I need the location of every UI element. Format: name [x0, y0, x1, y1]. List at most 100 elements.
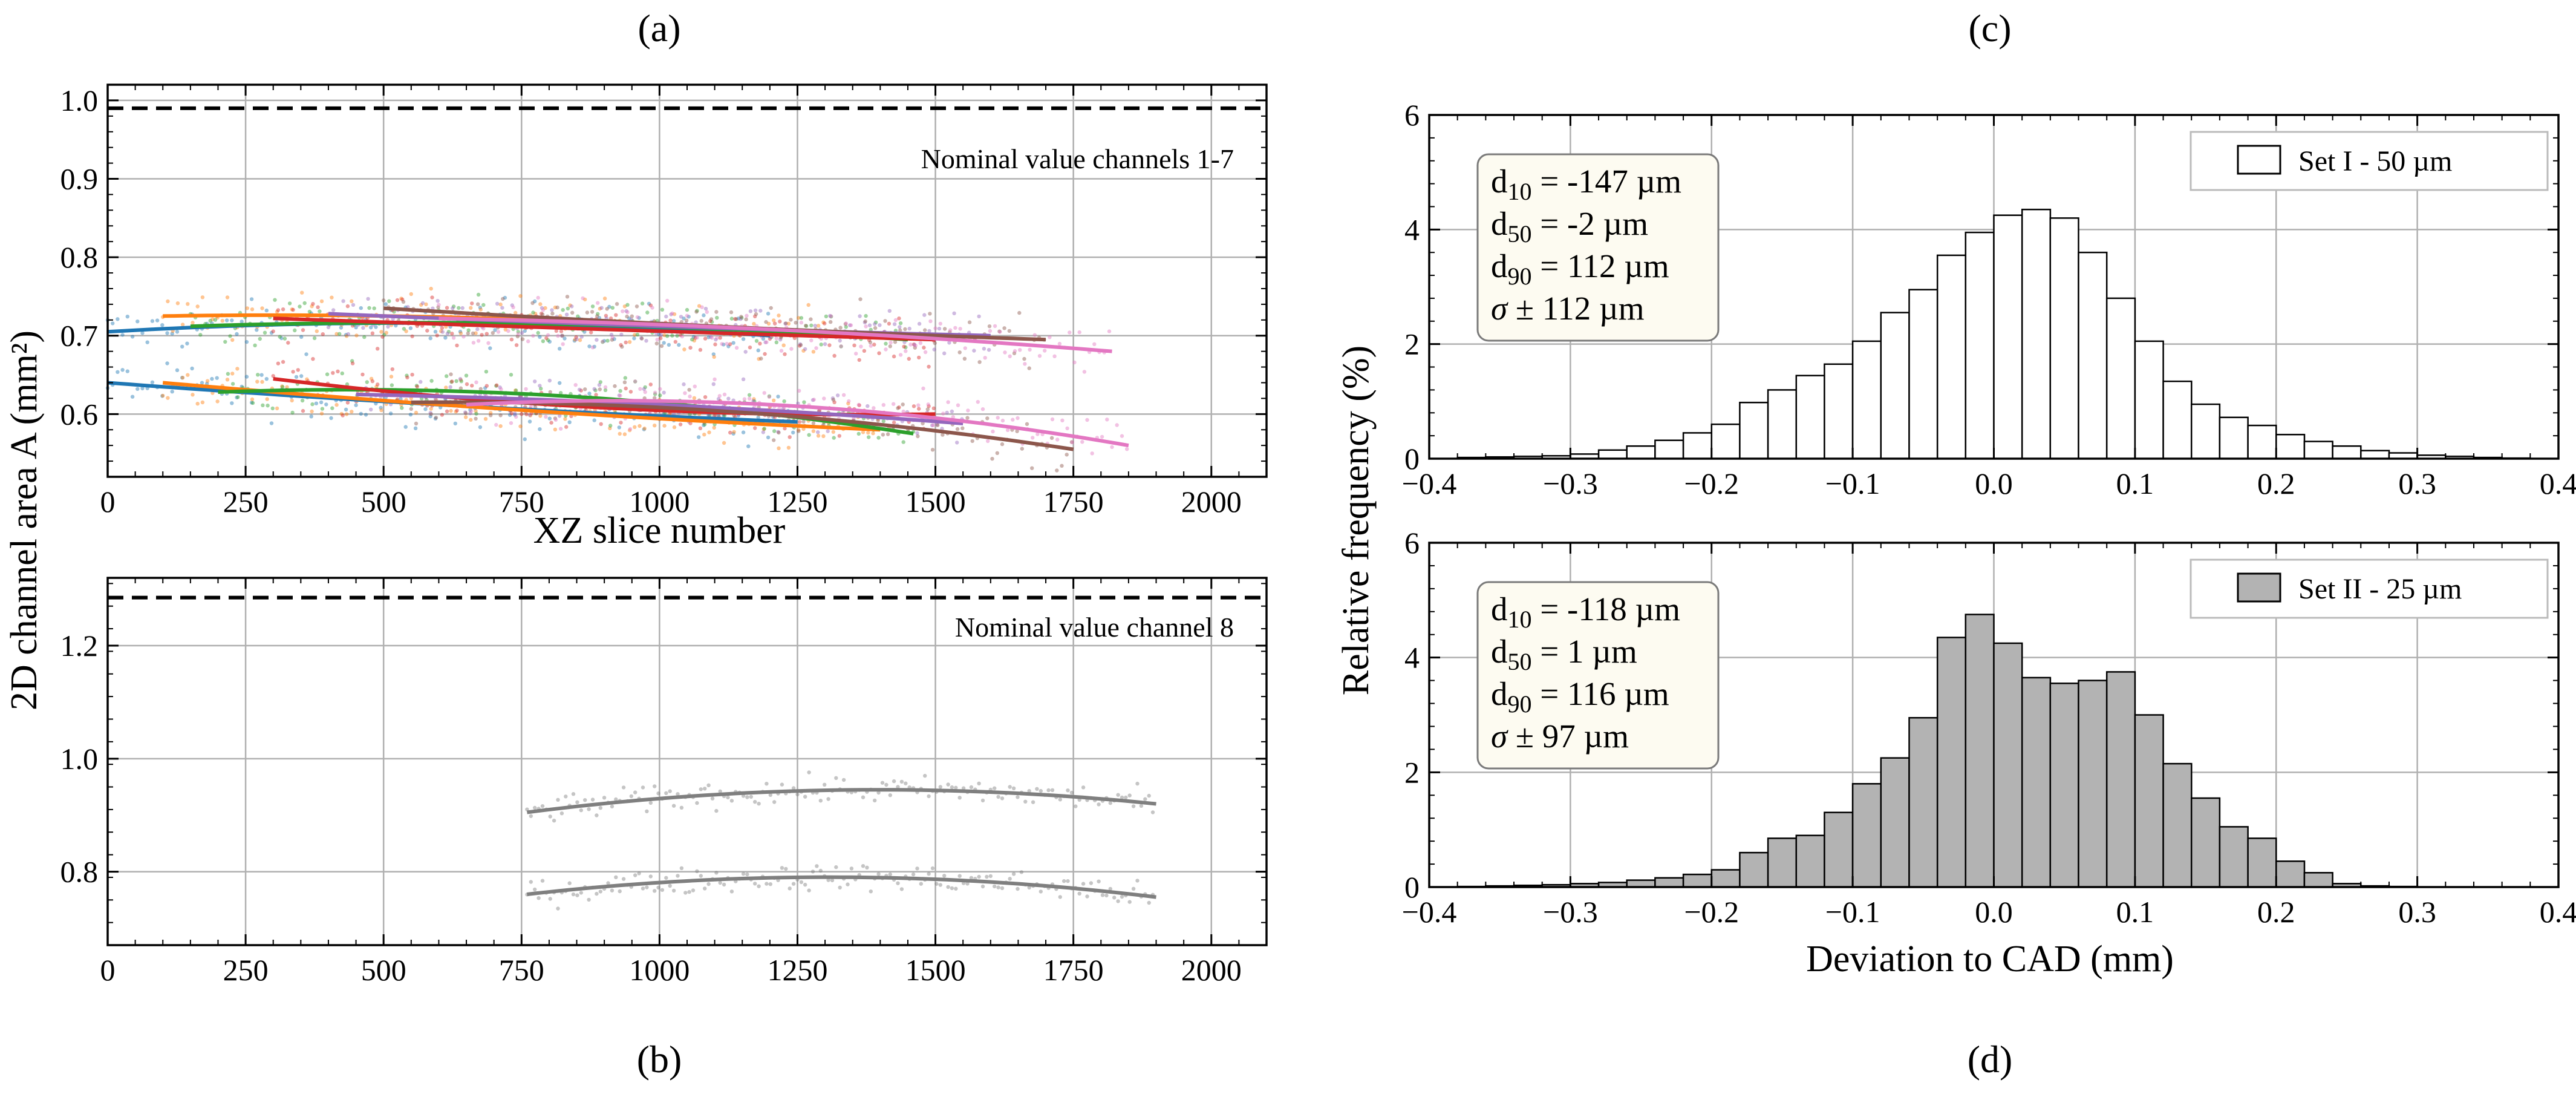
channel-6-lower-point	[622, 380, 627, 384]
channel-2-lower-point	[712, 425, 716, 430]
channel-5-upper-point	[912, 342, 917, 347]
channel-8-upper-point	[590, 798, 595, 802]
channel-1-upper-point	[145, 340, 149, 344]
channel-8-upper-point	[993, 786, 997, 790]
channel-6-upper-point	[829, 319, 833, 324]
channel-5-upper-point	[669, 312, 673, 316]
channel-2-lower-point	[379, 408, 383, 413]
channel-5-lower-point	[597, 383, 602, 387]
channel-4-lower-point	[579, 388, 583, 393]
channel-6-upper-point	[634, 304, 639, 309]
channel-2-lower-point	[622, 432, 627, 436]
channel-8-lower-point	[614, 875, 618, 880]
channel-1-upper-point	[224, 318, 229, 323]
channel-4-upper-point	[887, 321, 892, 326]
histogram-bar	[2190, 403, 2221, 460]
channel-1-upper-point	[125, 315, 129, 319]
channel-1-lower-point	[116, 370, 120, 374]
channel-2-upper-point	[379, 330, 383, 334]
channel-4-lower-point	[276, 361, 281, 365]
channel-7-upper-point	[476, 339, 481, 343]
channel-8-upper-point	[633, 790, 637, 794]
channel-2-lower-point	[350, 410, 354, 414]
channel-1-upper-point	[756, 348, 760, 353]
channel-3-upper-point	[754, 339, 759, 343]
channel-4-upper-point	[430, 295, 434, 300]
channel-8-lower-point	[830, 878, 835, 883]
channel-7-upper-point	[1037, 354, 1042, 358]
channel-1-upper-point	[240, 319, 244, 324]
channel-4-lower-point	[455, 408, 459, 413]
channel-3-upper-point	[590, 304, 595, 309]
channel-1-upper-point	[706, 335, 711, 339]
channel-3-upper-point	[262, 330, 267, 335]
channel-2-upper-point	[602, 296, 607, 301]
channel-8-lower-point	[533, 887, 537, 892]
histogram-bar	[1597, 449, 1628, 460]
channel-2-lower-point	[797, 428, 801, 432]
channel-7-upper-point	[1057, 341, 1062, 346]
channel-5-upper-point	[927, 329, 931, 333]
channel-7-upper-point	[889, 341, 893, 345]
histogram-bar	[2162, 380, 2193, 460]
channel-8-upper-point	[957, 796, 962, 800]
channel-5-upper-point	[753, 308, 758, 313]
channel-3-upper-point	[293, 328, 297, 333]
channel-8-upper-point	[1069, 790, 1074, 795]
channel-8-lower-point	[691, 888, 696, 893]
channel-2-upper-point	[404, 329, 408, 333]
channel-3-lower-point	[445, 374, 449, 378]
channel-4-upper-point	[763, 352, 767, 356]
channel-2-upper-point	[186, 302, 190, 306]
channel-3-lower-point	[310, 402, 315, 407]
x-tick-label: 500	[361, 953, 406, 987]
channel-5-upper-point	[624, 309, 628, 313]
channel-5-upper-point	[972, 349, 976, 353]
channel-4-upper-point	[589, 330, 593, 335]
channel-4-upper-point	[902, 344, 906, 349]
channel-5-lower-point	[458, 377, 463, 381]
channel-2-lower-point	[772, 398, 776, 402]
y-tick-label: 0.7	[60, 319, 99, 353]
channel-6-lower-point	[955, 427, 960, 431]
channel-8-lower-point	[869, 889, 873, 894]
channel-2-upper-point	[419, 303, 423, 307]
channel-1-upper-point	[408, 326, 413, 330]
channel-6-upper-point	[530, 301, 535, 305]
channel-4-lower-point	[753, 426, 757, 430]
channel-6-lower-point	[478, 387, 483, 391]
channel-8-lower-point	[1077, 891, 1081, 896]
channel-8-lower-point	[985, 874, 989, 879]
channel-8-upper-point	[753, 800, 757, 804]
channel-2-upper-point	[424, 302, 428, 307]
channel-4-lower-point	[857, 403, 861, 407]
channel-7-lower-point	[812, 398, 817, 402]
channel-6-upper-point	[699, 319, 703, 323]
channel-2-upper-point	[578, 338, 582, 342]
channel-4-upper-point	[703, 336, 708, 341]
channel-4-upper-point	[480, 333, 484, 337]
channel-6-upper-point	[550, 312, 555, 316]
channel-5-upper-point	[783, 321, 787, 326]
channel-6-upper-point	[967, 320, 972, 324]
x-tick-label: 0.1	[2116, 895, 2154, 929]
channel-3-upper-point	[451, 304, 456, 309]
channel-6-lower-point	[653, 396, 657, 400]
channel-5-lower-point	[835, 393, 840, 398]
channel-3-upper-point	[446, 330, 451, 334]
channel-7-lower-point	[603, 385, 608, 390]
channel-4-lower-point	[892, 421, 896, 425]
channel-8-lower-point	[722, 882, 726, 887]
channel-4-upper-point	[311, 302, 315, 306]
channel-8-lower-point	[1147, 900, 1151, 905]
channel-3-upper-point	[287, 301, 292, 306]
channel-7-upper-point	[556, 333, 560, 338]
channel-1-lower-point	[413, 426, 418, 430]
channel-1-upper-point	[354, 325, 358, 330]
channel-2-lower-point	[280, 384, 284, 388]
channel-3-lower-point	[867, 435, 871, 439]
channel-3-upper-point	[819, 342, 823, 347]
channel-3-upper-point	[904, 345, 908, 350]
channel-6-lower-point	[936, 423, 940, 427]
channel-5-lower-point	[866, 404, 870, 408]
